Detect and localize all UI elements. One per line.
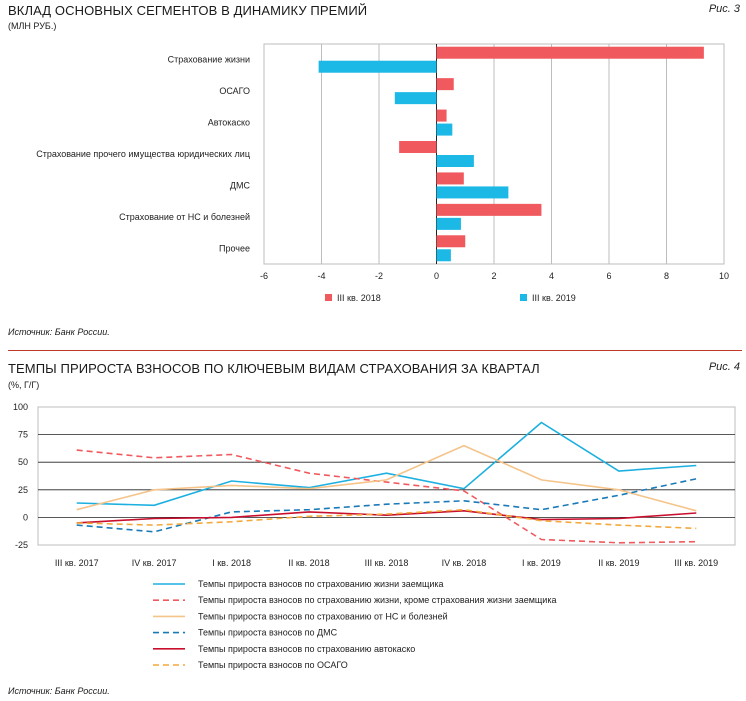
chart2-line-chart: -25 0 25 50 75 100 III кв. 2017 IV кв. 2017 I кв… <box>13 402 736 670</box>
chart1-figure-label: Рис. 3 <box>708 3 740 15</box>
chart1-category-label: Страхование жизни <box>168 55 250 65</box>
chart1-x-tick-label: 2 <box>491 271 496 281</box>
chart1-x-tick-label: -2 <box>375 271 383 281</box>
chart1-category-label: ДМС <box>230 180 251 190</box>
chart2-series-line-6 <box>76 508 697 530</box>
chart1-x-tick-label: 8 <box>664 271 669 281</box>
chart2-x-tick-label: IV кв. 2017 <box>132 558 177 568</box>
chart1-category-label: Прочее <box>219 243 250 253</box>
chart1-legend-swatch <box>520 294 527 301</box>
chart2-legend-label: Темпы прироста взносов по страхованию жи… <box>198 595 556 605</box>
chart1-category-label: ОСАГО <box>219 86 250 96</box>
chart1-bar-iii-2018 <box>436 203 542 216</box>
chart1-bar-iii-2018 <box>436 78 454 91</box>
chart1-source: Источник: Банк России. <box>8 327 110 337</box>
chart1-bar-iii-2019 <box>318 60 437 73</box>
chart2-legend-label: Темпы прироста взносов по страхованию от… <box>198 611 448 621</box>
chart2-subtitle: (%, Г/Г) <box>8 380 40 390</box>
chart1-x-tick-label: 4 <box>549 271 554 281</box>
chart2-y-tick-label: 0 <box>23 512 28 522</box>
chart2-series-line-4 <box>76 478 697 533</box>
chart1-bar-iii-2019 <box>436 249 451 262</box>
chart2-series-line-3 <box>76 444 697 512</box>
chart1-bar-iii-2018 <box>436 172 464 185</box>
chart2-x-tick-label: II кв. 2018 <box>288 558 329 568</box>
chart2-plot-frame <box>37 406 736 546</box>
chart1-x-tick-label: 6 <box>606 271 611 281</box>
chart1-title: ВКЛАД ОСНОВНЫХ СЕГМЕНТОВ В ДИНАМИКУ ПРЕМ… <box>8 3 368 18</box>
chart1-bar-iii-2019 <box>436 123 453 136</box>
chart1-x-tick-label: -4 <box>317 271 325 281</box>
chart2-legend-label: Темпы прироста взносов по страхованию жи… <box>198 579 444 589</box>
chart1-category-label: Автокаско <box>208 118 250 128</box>
chart1-bar-iii-2018 <box>436 235 466 248</box>
chart1-x-tick-label: -6 <box>260 271 268 281</box>
chart2-x-tick-label: II кв. 2019 <box>598 558 639 568</box>
chart2-x-tick-label: III кв. 2019 <box>674 558 718 568</box>
chart2-x-tick-label: I кв. 2019 <box>522 558 561 568</box>
chart1-bar-iii-2019 <box>436 155 474 167</box>
chart1-bar-iii-2019 <box>394 92 437 105</box>
chart2-title: ТЕМПЫ ПРИРОСТА ВЗНОСОВ ПО КЛЮЧЕВЫМ ВИДАМ… <box>8 361 540 376</box>
chart1-legend-label: III кв. 2019 <box>532 293 576 303</box>
chart2-series-line-2 <box>76 449 697 544</box>
chart1-category-label: Страхование прочего имущества юридически… <box>36 149 250 159</box>
chart2-x-tick-label: I кв. 2018 <box>212 558 251 568</box>
chart2-source: Источник: Банк России. <box>8 686 110 696</box>
chart2-series-line-5 <box>76 509 697 524</box>
chart1-bar-iii-2018 <box>436 109 447 122</box>
chart1-subtitle: (МЛН РУБ.) <box>8 21 57 31</box>
chart1-x-tick-label: 0 <box>434 271 439 281</box>
chart2-y-tick-label: 50 <box>18 457 28 467</box>
chart1-bar-iii-2018 <box>399 141 437 153</box>
chart2-y-tick-label: 75 <box>18 430 28 440</box>
chart1-category-label: Страхование от НС и болезней <box>119 212 250 222</box>
chart1-bar-chart: -6 -4 -2 0 2 4 6 8 10 Страхование жизни ОСАГО Авток… <box>36 43 729 303</box>
chart2-series-line-1 <box>76 421 697 507</box>
chart2-y-tick-label: 25 <box>18 485 28 495</box>
chart1-bar-iii-2019 <box>436 186 509 199</box>
chart2-y-tick-label: 100 <box>13 402 28 412</box>
chart2-figure-label: Рис. 4 <box>708 361 740 373</box>
chart2-y-tick-label: -25 <box>15 540 28 550</box>
chart2-legend-label: Темпы прироста взносов по ОСАГО <box>198 660 348 670</box>
chart1-x-tick-label: 10 <box>719 271 729 281</box>
chart1-bar-iii-2018 <box>436 46 704 59</box>
chart2-legend-label: Темпы прироста взносов по страхованию ав… <box>198 644 415 654</box>
chart2-x-tick-label: III кв. 2018 <box>365 558 409 568</box>
chart2-x-tick-label: III кв. 2017 <box>55 558 99 568</box>
chart1-bar-iii-2019 <box>436 217 461 230</box>
chart2-legend-label: Темпы прироста взносов по ДМС <box>198 628 338 638</box>
chart1-legend-swatch <box>325 294 332 301</box>
section-divider <box>8 350 742 351</box>
chart1-legend-label: III кв. 2018 <box>337 293 381 303</box>
chart2-x-tick-label: IV кв. 2018 <box>442 558 487 568</box>
